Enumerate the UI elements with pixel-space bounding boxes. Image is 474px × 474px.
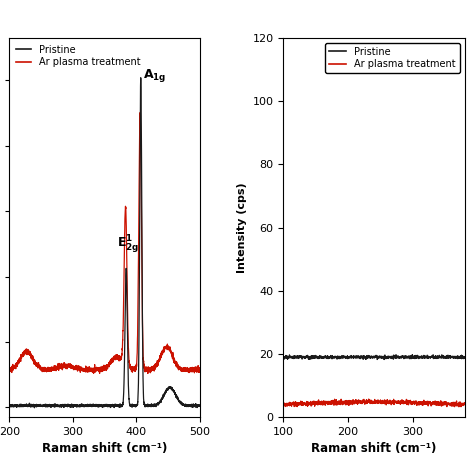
Legend: Pristine, Ar plasma treatment: Pristine, Ar plasma treatment (325, 43, 460, 73)
Legend: Pristine, Ar plasma treatment: Pristine, Ar plasma treatment (13, 42, 143, 70)
X-axis label: Raman shift (cm⁻¹): Raman shift (cm⁻¹) (311, 442, 437, 456)
Text: $\mathbf{A_{1g}}$: $\mathbf{A_{1g}}$ (143, 67, 166, 84)
Text: $\mathbf{E^{1}_{2g}}$: $\mathbf{E^{1}_{2g}}$ (117, 233, 139, 255)
X-axis label: Raman shift (cm⁻¹): Raman shift (cm⁻¹) (42, 442, 167, 456)
Y-axis label: Intensity (cps): Intensity (cps) (237, 182, 247, 273)
